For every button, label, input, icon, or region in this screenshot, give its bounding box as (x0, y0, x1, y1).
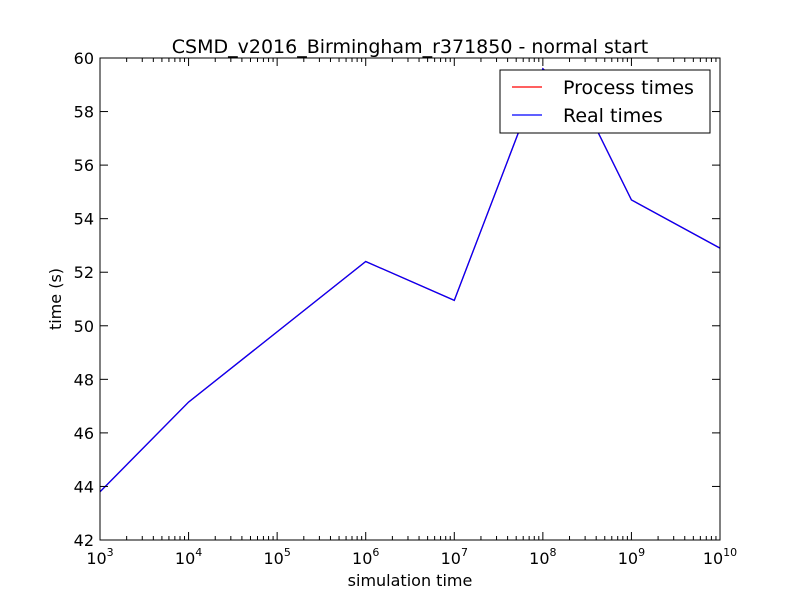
y-axis: 42 44 46 48 50 52 54 56 58 60 (74, 49, 720, 550)
y-tick-label: 48 (74, 370, 94, 389)
y-tick-label: 56 (74, 156, 94, 175)
chart-title: CSMD_v2016_Birmingham_r371850 - normal s… (172, 36, 648, 58)
x-tick-label: 107 (441, 546, 468, 568)
y-axis-label: time (s) (46, 268, 65, 330)
x-tick-label: 105 (263, 546, 290, 568)
y-tick-label: 58 (74, 103, 94, 122)
series-layer (100, 67, 720, 493)
y-tick-label: 46 (74, 424, 94, 443)
legend-label: Real times (563, 105, 663, 127)
legend-box (499, 69, 711, 134)
y-tick-label: 44 (74, 477, 94, 496)
legend-label: Process times (563, 77, 694, 99)
series-line (100, 67, 720, 493)
x-axis: 103 104 105 106 107 108 109 1010 (86, 58, 737, 568)
x-tick-label: 104 (175, 546, 202, 568)
x-axis-label: simulation time (348, 571, 473, 590)
x-tick-label: 103 (86, 546, 113, 568)
x-tick-label: 108 (529, 546, 556, 568)
y-tick-label: 54 (74, 210, 94, 229)
y-tick-label: 50 (74, 317, 94, 336)
y-tick-label: 60 (74, 49, 94, 68)
legend: Process times Real times (499, 69, 711, 134)
x-tick-label: 106 (352, 546, 379, 568)
y-tick-label: 52 (74, 263, 94, 282)
x-tick-label: 1010 (703, 546, 737, 568)
y-tick-label: 42 (74, 531, 94, 550)
x-tick-label: 109 (618, 546, 645, 568)
plot-frame (99, 57, 721, 541)
